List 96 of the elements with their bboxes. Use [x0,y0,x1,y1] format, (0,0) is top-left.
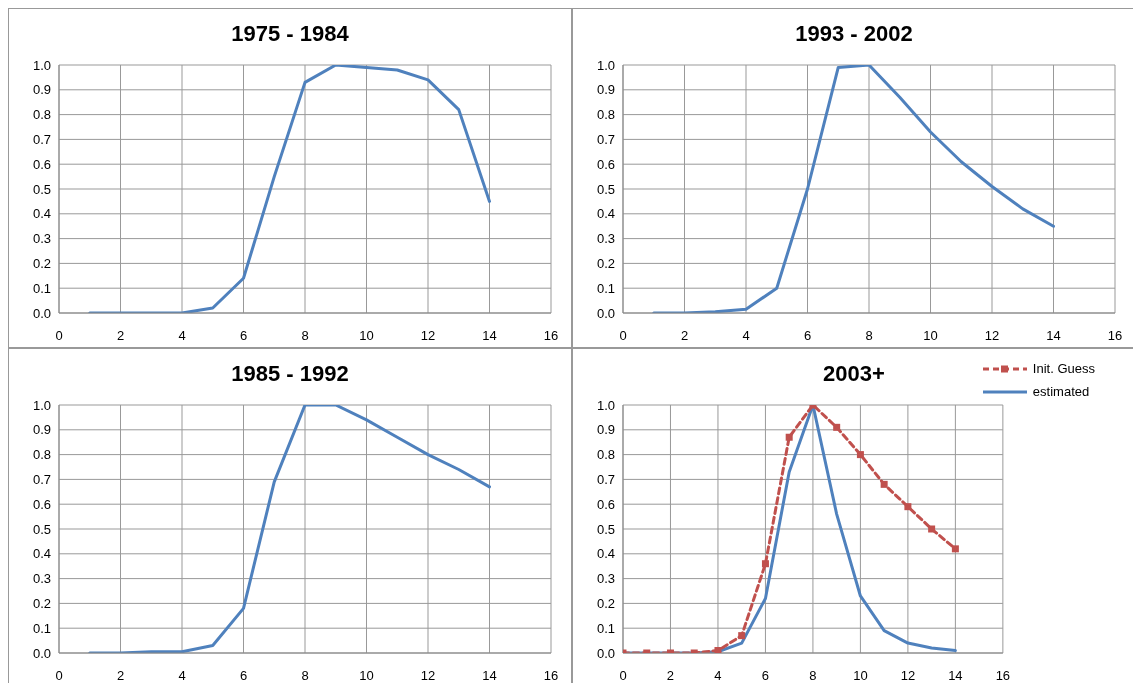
x-tick-label: 0 [55,328,63,344]
y-tick-label: 0.7 [32,132,51,148]
x-tick-label: 16 [1107,328,1123,344]
x-tick-label: 10 [359,668,374,683]
y-tick-label: 0.6 [32,496,51,512]
y-tick-label: 0.8 [32,107,51,123]
y-tick-label: 0.6 [596,496,615,512]
y-tick-label: 0.2 [596,256,615,272]
y-tick-label: 0.8 [596,447,615,463]
x-tick-label: 14 [948,668,963,683]
point [951,545,959,553]
x-tick-label: 4 [178,668,186,683]
y-tick-label: 0.1 [596,620,615,636]
y-tick-label: 0.6 [32,156,51,172]
y-tick-label: 0.9 [32,82,51,98]
chart-title: 1985 - 1992 [230,361,350,387]
x-tick-label: 10 [853,668,868,683]
y-tick-label: 0.9 [596,82,615,98]
chart-title: 1975 - 1984 [230,21,350,47]
legend-label: Init. Guess [1032,361,1095,376]
point [785,433,793,441]
y-tick-label: 0.4 [596,546,615,562]
x-tick-label: 2 [680,328,689,344]
x-tick-label: 10 [923,328,938,344]
x-tick-label: 12 [420,328,436,344]
x-tick-label: 12 [420,668,436,683]
x-tick-label: 8 [301,328,309,344]
x-tick-label: 8 [301,668,309,683]
y-tick-label: 0.8 [32,447,51,463]
x-tick-label: 8 [809,668,817,683]
x-tick-label: 4 [178,328,186,344]
y-tick-label: 0.0 [32,645,51,661]
y-tick-label: 0.5 [32,181,51,197]
point [904,503,912,511]
y-tick-label: 1.0 [32,57,51,73]
x-tick-label: 14 [1046,328,1061,344]
y-tick-label: 0.0 [596,645,615,661]
point [714,647,722,653]
y-tick-label: 0.0 [596,305,615,321]
y-tick-label: 0.5 [596,181,615,197]
y-tick-label: 0.9 [596,422,615,438]
x-tick-label: 4 [714,668,722,683]
y-tick-label: 0.4 [32,546,51,562]
x-tick-label: 6 [239,328,248,344]
x-tick-label: 16 [543,328,559,344]
x-tick-label: 0 [619,668,627,683]
y-tick-label: 1.0 [596,57,615,73]
point [928,525,936,533]
y-tick-label: 0.0 [32,305,51,321]
x-tick-label: 16 [995,668,1011,683]
x-tick-label: 10 [359,328,374,344]
point [761,560,769,568]
point [856,451,864,459]
x-tick-label: 14 [482,328,497,344]
x-tick-label: 8 [865,328,873,344]
y-tick-label: 0.3 [596,231,615,247]
x-tick-label: 12 [984,328,1000,344]
x-tick-label: 2 [666,668,675,683]
y-tick-label: 0.1 [32,620,51,636]
y-tick-label: 0.1 [32,280,51,296]
x-tick-label: 2 [116,668,125,683]
y-tick-label: 0.1 [596,280,615,296]
x-tick-label: 16 [543,668,559,683]
x-tick-label: 0 [55,668,63,683]
point [738,632,746,640]
y-tick-label: 0.7 [596,472,615,488]
y-tick-label: 0.6 [596,156,615,172]
point [833,423,841,431]
y-tick-label: 0.2 [32,256,51,272]
y-tick-label: 0.5 [596,521,615,537]
y-tick-label: 0.5 [32,521,51,537]
y-tick-label: 0.8 [596,107,615,123]
x-tick-label: 0 [619,328,627,344]
x-tick-label: 6 [761,668,770,683]
chart-title: 2003+ [823,361,885,386]
y-tick-label: 0.4 [596,206,615,222]
y-tick-label: 0.3 [596,571,615,587]
y-tick-label: 1.0 [596,397,615,413]
chart-title: 1993 - 2002 [794,21,914,47]
y-tick-label: 0.3 [32,571,51,587]
y-tick-label: 0.7 [32,472,51,488]
y-tick-label: 0.3 [32,231,51,247]
legend-label: estimated [1032,384,1090,399]
y-tick-label: 1.0 [32,397,51,413]
y-tick-label: 0.9 [32,422,51,438]
x-tick-label: 2 [116,328,125,344]
point [880,480,888,488]
y-tick-label: 0.2 [596,596,615,612]
x-tick-label: 12 [900,668,916,683]
y-tick-label: 0.4 [32,206,51,222]
y-tick-label: 0.7 [596,132,615,148]
x-tick-label: 6 [803,328,812,344]
y-tick-label: 0.2 [32,596,51,612]
x-tick-label: 4 [742,328,750,344]
x-tick-label: 6 [239,668,248,683]
x-tick-label: 14 [482,668,497,683]
